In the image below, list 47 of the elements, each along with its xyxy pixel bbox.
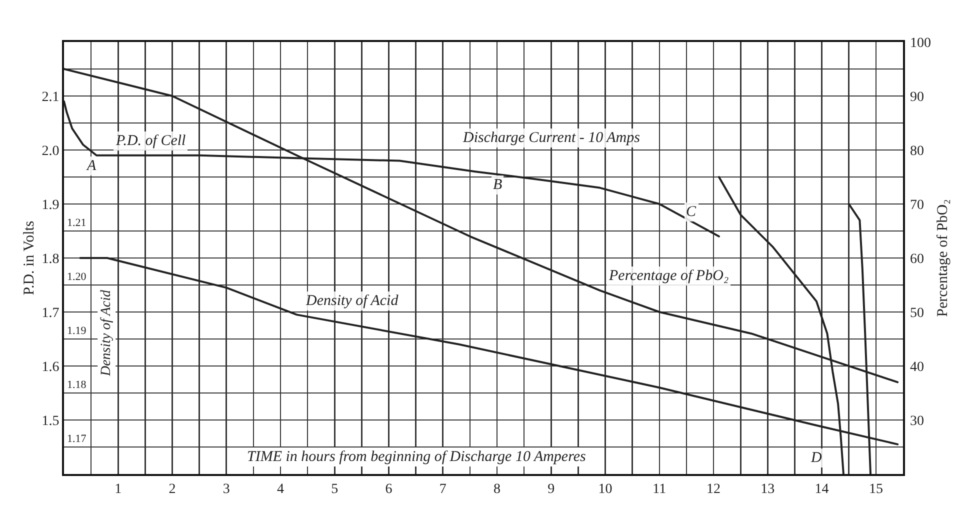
y3-tick-label: 1.21 <box>67 216 86 229</box>
x-tick-label: 13 <box>760 482 775 497</box>
annotation: C <box>686 204 697 220</box>
y-tick-label: 1.7 <box>42 306 60 321</box>
series-label: P.D. of Cell <box>115 133 186 149</box>
x-tick-label: 9 <box>548 482 555 497</box>
y3-tick-label: 1.20 <box>67 270 87 283</box>
y2-axis-title: Percentage of PbO₂ <box>935 199 951 317</box>
x-tick-label: 3 <box>222 482 230 497</box>
x-axis-title: TIME in hours from beginning of Discharge 10 Amperes <box>247 449 586 465</box>
y2-tick-label: 70 <box>910 198 924 213</box>
y2-tick-label: 30 <box>910 414 924 429</box>
x-tick-label: 12 <box>706 482 721 497</box>
annotation: B <box>493 177 502 193</box>
x-tick-label: 10 <box>598 482 612 497</box>
x-tick-label: 7 <box>439 482 446 497</box>
y3-tick-label: 1.19 <box>67 324 87 337</box>
annotation: A <box>86 158 97 174</box>
y2-tick-label: 50 <box>910 306 924 321</box>
y2-tick-label: 60 <box>910 252 924 267</box>
x-tick-label: 2 <box>168 482 176 497</box>
y2-tick-label: 40 <box>910 360 924 375</box>
x-tick-label: 11 <box>652 482 666 497</box>
y3-tick-label: 1.17 <box>67 432 87 445</box>
annotation: D <box>810 450 822 466</box>
y-tick-label: 1.5 <box>42 414 60 429</box>
annotation: Discharge Current - 10 Amps <box>462 130 640 146</box>
y2-tick-label: 90 <box>910 90 924 105</box>
x-tick-label: 14 <box>814 482 829 497</box>
y-tick-label: 2.0 <box>42 144 60 159</box>
y2-tick-label: 100 <box>910 36 931 51</box>
y-tick-label: 1.9 <box>42 198 60 213</box>
series-label: Density of Acid <box>305 293 399 309</box>
x-tick-label: 4 <box>277 482 284 497</box>
x-tick-label: 1 <box>114 482 122 497</box>
y3-axis-title: Density of Acid <box>99 288 114 378</box>
y2-tick-label: 80 <box>910 144 924 159</box>
x-tick-label: 5 <box>331 482 338 497</box>
x-tick-label: 8 <box>494 482 501 497</box>
x-tick-label: 6 <box>385 482 392 497</box>
y-tick-label: 1.6 <box>42 360 60 375</box>
x-tick-label: 15 <box>868 482 883 497</box>
y3-tick-label: 1.18 <box>67 378 87 391</box>
y-tick-label: 2.1 <box>42 90 60 105</box>
series-label: Percentage of PbO₂ <box>608 268 729 284</box>
y-tick-label: 1.8 <box>42 252 60 267</box>
y-axis-title: P.D. in Volts <box>21 220 38 296</box>
